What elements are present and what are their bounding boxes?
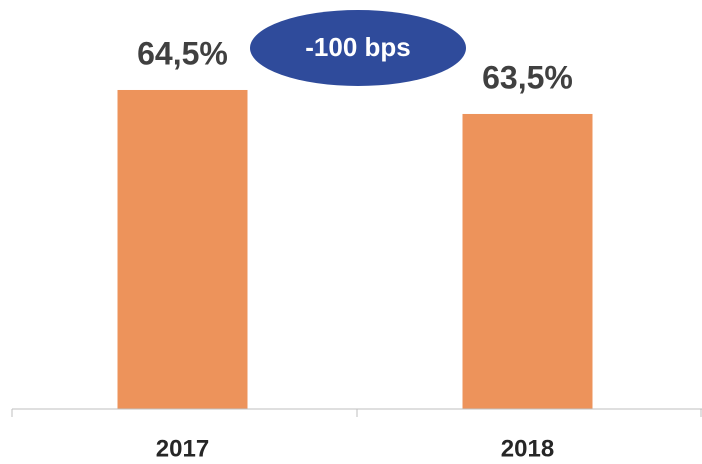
annotation-bubble bbox=[250, 10, 466, 86]
value-label: 63,5% bbox=[482, 59, 573, 95]
annotation: -100 bps bbox=[305, 32, 411, 62]
value-label: 64,5% bbox=[137, 35, 228, 71]
bar bbox=[117, 89, 248, 409]
x-tick-label: 2017 bbox=[156, 435, 209, 462]
bar bbox=[462, 113, 593, 409]
x-tick-label: 2018 bbox=[501, 435, 554, 462]
